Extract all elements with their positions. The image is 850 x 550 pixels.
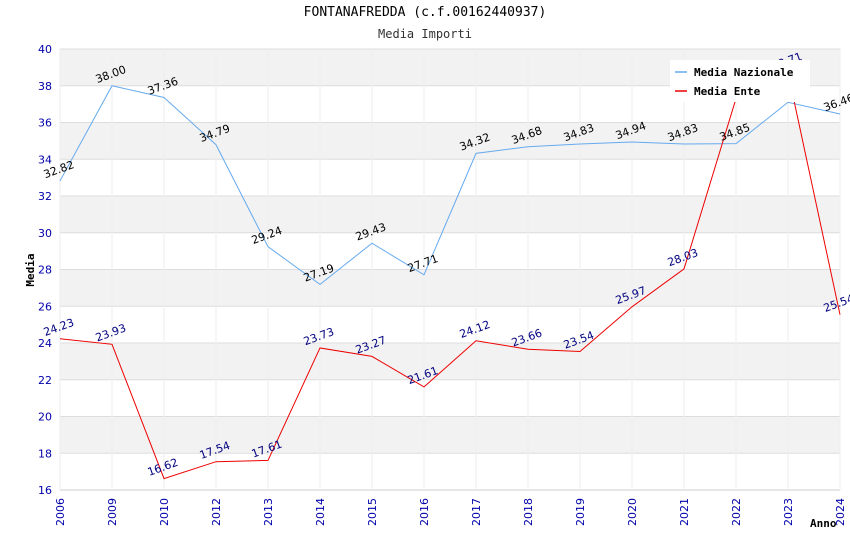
x-tick-label: 2024 <box>834 498 847 526</box>
y-tick-label: 16 <box>38 484 52 497</box>
plot-band <box>60 159 840 196</box>
y-tick-label: 20 <box>38 411 52 424</box>
plot-band <box>60 306 840 343</box>
x-tick-label: 2013 <box>262 498 275 526</box>
x-tick-label: 2006 <box>54 498 67 526</box>
x-axis-label: Anno <box>810 517 837 530</box>
plot-band <box>60 416 840 454</box>
y-tick-label: 30 <box>38 227 52 240</box>
plot-band <box>60 232 840 270</box>
plot-band <box>60 269 840 307</box>
x-tick-label: 2022 <box>730 498 743 526</box>
x-tick-label: 2015 <box>366 498 379 526</box>
y-tick-label: 18 <box>38 447 52 460</box>
x-tick-label: 2010 <box>158 498 171 526</box>
y-tick-label: 40 <box>38 43 52 56</box>
x-tick-label: 2021 <box>678 498 691 526</box>
y-tick-label: 34 <box>38 153 52 166</box>
x-axis-ticks: 2006 2009 2010 2012 2013 2014 2015 2016 2017 2018… <box>54 498 847 526</box>
legend-entry: Media Ente <box>694 85 761 98</box>
x-tick-label: 2014 <box>314 498 327 526</box>
x-tick-label: 2018 <box>522 498 535 526</box>
gridlines <box>59 48 841 491</box>
x-tick-label: 2019 <box>574 498 587 526</box>
x-tick-label: 2020 <box>626 498 639 526</box>
y-tick-label: 22 <box>38 374 52 387</box>
x-tick-label: 2012 <box>210 498 223 526</box>
legend: Media Nazionale Media Ente <box>670 60 810 102</box>
plot-band <box>60 343 840 380</box>
x-tick-label: 2016 <box>418 498 431 526</box>
y-axis-ticks: 16 18 20 22 24 26 28 30 32 34 36 38 40 <box>38 43 52 497</box>
y-tick-label: 24 <box>38 337 52 350</box>
series-line-media-ente <box>59 71 841 480</box>
y-tick-label: 32 <box>38 190 52 203</box>
y-axis-label: Media <box>24 253 37 286</box>
plot-band <box>60 453 840 490</box>
y-tick-label: 28 <box>38 264 52 277</box>
series-lines <box>59 71 841 480</box>
x-tick-label: 2009 <box>106 498 119 526</box>
legend-box <box>670 60 810 102</box>
legend-entry: Media Nazionale <box>694 66 794 79</box>
chart-subtitle: Media Importi <box>378 27 472 41</box>
y-tick-label: 36 <box>38 117 52 130</box>
plot-band <box>60 379 840 417</box>
chart-title: FONTANAFREDDA (c.f.00162440937) <box>303 5 547 20</box>
series-line-media-nazionale <box>59 85 841 286</box>
y-tick-label: 26 <box>38 300 52 313</box>
plot-band <box>60 122 840 160</box>
y-tick-label: 38 <box>38 80 52 93</box>
x-tick-label: 2017 <box>470 498 483 526</box>
x-tick-label: 2023 <box>782 498 795 526</box>
